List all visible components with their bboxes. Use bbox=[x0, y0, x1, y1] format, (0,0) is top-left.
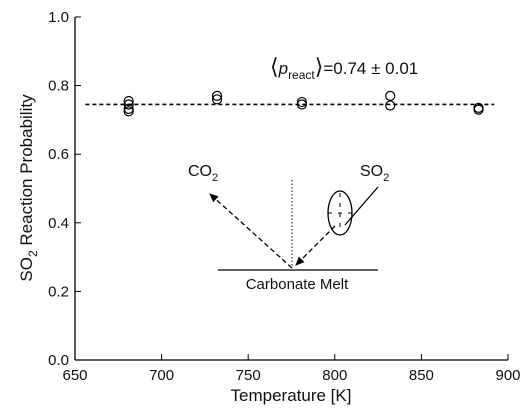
data-point bbox=[123, 106, 134, 117]
x-axis-label: Temperature [K] bbox=[231, 386, 352, 405]
x-tick-label: 700 bbox=[149, 367, 174, 384]
label-subscript: 2 bbox=[212, 172, 218, 184]
data-point bbox=[296, 99, 307, 110]
annotation-text: =0.74 ± 0.01 bbox=[323, 59, 418, 78]
data-point bbox=[123, 95, 134, 107]
label-prefix: SO bbox=[360, 163, 383, 180]
annotation: ⟨preact⟩=0.74 ± 0.01 bbox=[270, 54, 418, 82]
y-axis-label: SO2 Reaction Probability bbox=[17, 94, 40, 282]
data-point bbox=[385, 90, 396, 101]
so2-label: SO2 bbox=[360, 163, 389, 184]
label-subscript: 2 bbox=[383, 172, 389, 184]
inset-diagram: CO2 SO2 Carbonate Melt bbox=[188, 163, 389, 293]
y-tick-label: 1.0 bbox=[48, 9, 69, 26]
data-point bbox=[211, 94, 223, 105]
y-label-subscript: 2 bbox=[26, 250, 40, 257]
y-tick-label: 0.6 bbox=[48, 146, 69, 163]
plot-axes bbox=[74, 17, 508, 361]
data-point bbox=[473, 104, 484, 115]
surface-label: Carbonate Melt bbox=[246, 276, 349, 293]
y-label-prefix: SO bbox=[17, 257, 36, 282]
data-point bbox=[123, 103, 134, 115]
y-tick-label: 0.2 bbox=[48, 283, 69, 300]
y-tick-label: 0.4 bbox=[48, 215, 69, 232]
co2-label: CO2 bbox=[188, 163, 218, 184]
y-label-text: Reaction Probability bbox=[17, 94, 36, 250]
data-point bbox=[296, 96, 307, 108]
bracket: ⟩ bbox=[315, 54, 324, 79]
x-tick-label: 800 bbox=[322, 367, 347, 384]
data-point bbox=[123, 99, 134, 110]
subscript: react bbox=[288, 68, 315, 82]
data-point bbox=[385, 100, 396, 111]
symbol: p bbox=[278, 59, 288, 78]
x-tick-label: 750 bbox=[236, 367, 261, 384]
y-tick-label: 0.8 bbox=[48, 78, 69, 95]
x-tick-label: 850 bbox=[409, 367, 434, 384]
label-prefix: CO bbox=[188, 163, 212, 180]
bracket: ⟨ bbox=[270, 54, 279, 79]
y-tick-label: 0.0 bbox=[48, 352, 69, 369]
data-point bbox=[211, 90, 223, 101]
x-tick-label: 900 bbox=[495, 367, 520, 384]
x-tick-label: 650 bbox=[62, 367, 87, 384]
